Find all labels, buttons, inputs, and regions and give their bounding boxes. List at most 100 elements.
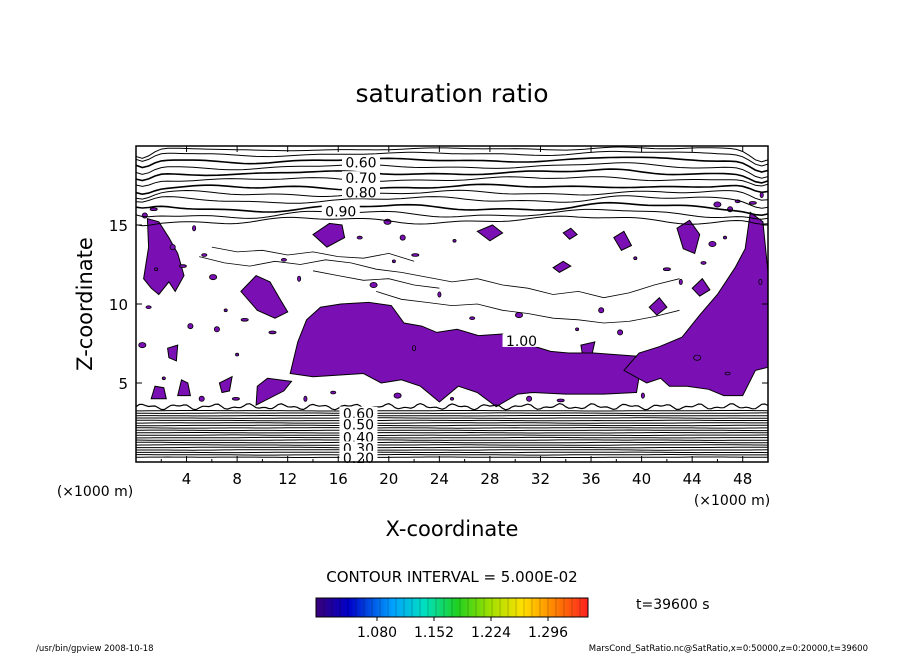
shaded-region-13 bbox=[150, 385, 167, 400]
contour-label-bg-5 bbox=[339, 406, 378, 420]
shaded-blob-3 bbox=[192, 225, 197, 232]
chart-title: saturation ratio bbox=[355, 79, 548, 108]
plot-background bbox=[136, 146, 768, 462]
contour-label-0: 0.60 bbox=[345, 155, 376, 171]
shaded-region-15 bbox=[648, 296, 668, 316]
shaded-blob-39 bbox=[640, 392, 645, 399]
contour-lower-13 bbox=[136, 424, 768, 427]
x-tick-label-5: 24 bbox=[430, 470, 449, 488]
contour-lower-2 bbox=[136, 451, 768, 454]
shaded-region-14 bbox=[218, 375, 233, 394]
shaded-region-7 bbox=[552, 260, 572, 273]
contour-mid-2 bbox=[376, 291, 680, 324]
shaded-blob-31 bbox=[198, 395, 205, 402]
contour-lower-10 bbox=[136, 431, 768, 434]
contour-upper-5 bbox=[136, 176, 768, 187]
y-tick-label-2: 15 bbox=[109, 217, 128, 235]
colorbar-ticks bbox=[315, 598, 589, 617]
contour-label-bg-1 bbox=[341, 171, 380, 185]
contour-lower-5 bbox=[136, 444, 768, 446]
contour-lines bbox=[136, 146, 768, 458]
x-tick-label-3: 16 bbox=[329, 470, 348, 488]
colorbar-label-3: 1.296 bbox=[528, 625, 568, 641]
shaded-region-4 bbox=[240, 274, 289, 319]
shaded-blob-37 bbox=[526, 395, 533, 402]
contour-mid-3 bbox=[312, 270, 440, 289]
contour-lower-1 bbox=[136, 454, 768, 456]
shaded-blob-5 bbox=[209, 274, 218, 281]
shaded-blob-18 bbox=[575, 327, 580, 332]
x-tick-label-6: 28 bbox=[480, 470, 499, 488]
contour-upper-8 bbox=[136, 195, 768, 209]
colorbar-label-0: 1.080 bbox=[357, 625, 397, 641]
contour-upper-3 bbox=[136, 162, 768, 179]
x-axis-label: X-coordinate bbox=[386, 517, 519, 541]
x-tick-label-7: 32 bbox=[531, 470, 550, 488]
contour-lower-6 bbox=[136, 441, 768, 444]
shaded-blob-21 bbox=[678, 278, 683, 285]
contour-lower-8 bbox=[136, 436, 768, 439]
x-tick-label-1: 8 bbox=[232, 470, 242, 488]
shaded-blob-32 bbox=[231, 396, 240, 401]
contour-lower-11 bbox=[136, 429, 768, 432]
contour-upper-1 bbox=[136, 150, 768, 167]
contour-lower-17 bbox=[136, 414, 768, 417]
colorbar-label-2: 1.224 bbox=[471, 625, 511, 641]
shaded-region-6 bbox=[476, 224, 504, 242]
shaded-region-5 bbox=[312, 222, 346, 248]
contour-label-9: 0.20 bbox=[343, 451, 374, 467]
contour-label-1: 0.70 bbox=[345, 171, 376, 187]
shaded-blob-15 bbox=[437, 291, 442, 298]
contour-lower-16 bbox=[136, 417, 768, 419]
x-axis: 4 8 12 16 20 24 28 32 36 40 44 48 bbox=[160, 146, 752, 488]
contour-labels: 0.600.700.800.901.000.600.500.400.300.20 bbox=[321, 155, 541, 467]
shaded-blob-29 bbox=[138, 342, 147, 349]
shaded-blob-45 bbox=[412, 345, 417, 352]
shaded-blob-30 bbox=[161, 376, 166, 381]
contour-label-bg-7 bbox=[339, 430, 378, 444]
contour-lower-boundary bbox=[136, 402, 768, 411]
shaded-blob-10 bbox=[280, 257, 287, 262]
contour-lower-12 bbox=[136, 427, 768, 429]
contour-upper-10 bbox=[136, 208, 768, 220]
shaded-blob-7 bbox=[213, 326, 220, 333]
y-tick-label-0: 5 bbox=[118, 375, 128, 393]
contour-label-4: 1.00 bbox=[506, 334, 537, 350]
contour-lower-19 bbox=[136, 409, 768, 412]
contour-lower-0 bbox=[136, 456, 768, 458]
shaded-blob-53 bbox=[713, 201, 722, 208]
x-tick-label-2: 12 bbox=[278, 470, 297, 488]
shaded-blob-27 bbox=[758, 278, 763, 285]
shaded-region-10 bbox=[177, 379, 192, 397]
shaded-blob-55 bbox=[598, 307, 605, 314]
contour-lower-9 bbox=[136, 434, 768, 436]
shaded-blob-40 bbox=[724, 371, 731, 376]
shaded-region-9 bbox=[562, 227, 578, 240]
shaded-region-2 bbox=[623, 211, 768, 397]
y-axis-unit: (×1000 m) bbox=[57, 484, 133, 500]
x-tick-label-8: 36 bbox=[581, 470, 600, 488]
contour-lower-3 bbox=[136, 449, 768, 451]
x-tick-label-9: 40 bbox=[632, 470, 651, 488]
shaded-blob-1 bbox=[169, 244, 176, 251]
contour-lower-15 bbox=[136, 419, 768, 422]
shaded-region-12 bbox=[167, 344, 179, 362]
x-tick-label-4: 20 bbox=[379, 470, 398, 488]
shaded-blob-23 bbox=[708, 240, 717, 247]
shaded-blob-42 bbox=[235, 352, 240, 357]
shaded-blob-50 bbox=[149, 207, 158, 212]
shaded-blob-20 bbox=[662, 267, 671, 272]
contour-upper-2 bbox=[136, 156, 768, 173]
x-tick-label-10: 44 bbox=[683, 470, 702, 488]
contour-label-bg-6 bbox=[339, 417, 378, 431]
shaded-blob-9 bbox=[297, 275, 302, 282]
footer-right: MarsCond_SatRatio.nc@SatRatio,x=0:50000,… bbox=[589, 644, 868, 654]
shaded-region-3 bbox=[676, 219, 701, 255]
contour-lower-14 bbox=[136, 422, 768, 424]
shaded-blob-33 bbox=[303, 395, 308, 402]
shaded-blob-26 bbox=[748, 201, 757, 205]
shaded-blob-41 bbox=[693, 354, 702, 361]
shaded-blob-17 bbox=[515, 312, 524, 319]
contour-label-bg-4 bbox=[502, 333, 541, 347]
